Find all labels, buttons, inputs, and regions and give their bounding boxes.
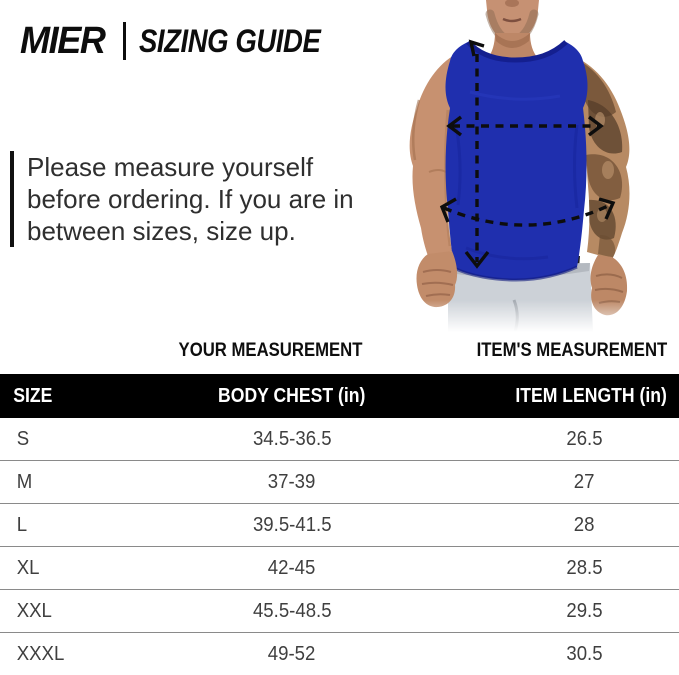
model-figure bbox=[409, 0, 630, 332]
size-row: L 39.5-41.5 28 bbox=[0, 504, 679, 547]
mouth bbox=[502, 17, 522, 23]
nose-shadow bbox=[505, 0, 519, 7]
item-length-top-arrow-icon bbox=[468, 39, 485, 57]
item-length-bottom-arrow-icon bbox=[464, 250, 490, 269]
size-table-header: SIZE BODY CHEST (in) ITEM LENGTH (in) bbox=[0, 374, 679, 418]
item-length-cell: 26.5 bbox=[565, 427, 603, 450]
header-divider bbox=[123, 22, 126, 60]
measure-note: Please measure yourself before ordering.… bbox=[10, 151, 409, 247]
size-row: XXXL 49-52 30.5 bbox=[0, 633, 679, 675]
body-chest-cell: 45.5-48.5 bbox=[252, 599, 332, 622]
neck-shadow bbox=[495, 33, 530, 48]
body-chest-cell: 39.5-41.5 bbox=[252, 513, 332, 536]
column-body-chest: BODY CHEST (in) bbox=[218, 384, 366, 407]
size-table-body: S 34.5-36.5 26.5 M 37-39 27 L 39.5-41.5 … bbox=[0, 418, 679, 675]
size-row: XXL 45.5-48.5 29.5 bbox=[0, 590, 679, 633]
items-measurement-label: ITEM'S MEASUREMENT bbox=[476, 340, 668, 361]
chest-right-arrow-icon bbox=[587, 115, 604, 137]
measure-note-line: before ordering. If you are in bbox=[27, 184, 354, 214]
body-chest-cell: 42-45 bbox=[268, 556, 316, 579]
header: MIER SIZING GUIDE bbox=[20, 20, 350, 62]
chest-left-arrow-icon bbox=[446, 115, 463, 137]
size-cell: XL bbox=[16, 556, 40, 579]
body-chest-cell: 49-52 bbox=[268, 642, 316, 665]
size-cell: S bbox=[16, 427, 30, 450]
item-length-cell: 30.5 bbox=[565, 642, 603, 665]
hem-width-line bbox=[443, 202, 613, 227]
size-cell: L bbox=[16, 513, 28, 536]
measurement-group-labels: YOUR MEASUREMENT ITEM'S MEASUREMENT bbox=[0, 338, 679, 364]
brand-logo: MIER bbox=[20, 19, 106, 62]
item-length-cell: 28.5 bbox=[565, 556, 603, 579]
your-measurement-label: YOUR MEASUREMENT bbox=[179, 340, 363, 361]
size-row: M 37-39 27 bbox=[0, 461, 679, 504]
body-chest-cell: 34.5-36.5 bbox=[252, 427, 332, 450]
body-chest-cell: 37-39 bbox=[268, 470, 316, 493]
hem-right-arrow-icon bbox=[598, 197, 616, 220]
size-row: XL 42-45 28.5 bbox=[0, 547, 679, 590]
size-cell: XXL bbox=[16, 599, 52, 622]
tank-top bbox=[445, 42, 588, 280]
photo-fade bbox=[390, 300, 679, 332]
size-cell: M bbox=[16, 470, 33, 493]
left-hand bbox=[416, 251, 458, 308]
hem-left-arrow-icon bbox=[439, 197, 457, 223]
measure-note-line: between sizes, size up. bbox=[27, 216, 296, 246]
size-cell: XXXL bbox=[16, 642, 65, 665]
item-length-cell: 27 bbox=[573, 470, 595, 493]
measure-note-line: Please measure yourself bbox=[27, 152, 314, 182]
size-row: S 34.5-36.5 26.5 bbox=[0, 418, 679, 461]
model-photo bbox=[390, 0, 679, 332]
page-title: SIZING GUIDE bbox=[139, 22, 321, 59]
column-item-length: ITEM LENGTH (in) bbox=[515, 384, 667, 407]
measurement-lines bbox=[439, 39, 616, 269]
item-length-cell: 28 bbox=[573, 513, 595, 536]
column-size: SIZE bbox=[13, 384, 53, 407]
item-length-cell: 29.5 bbox=[565, 599, 603, 622]
collar bbox=[466, 40, 568, 63]
